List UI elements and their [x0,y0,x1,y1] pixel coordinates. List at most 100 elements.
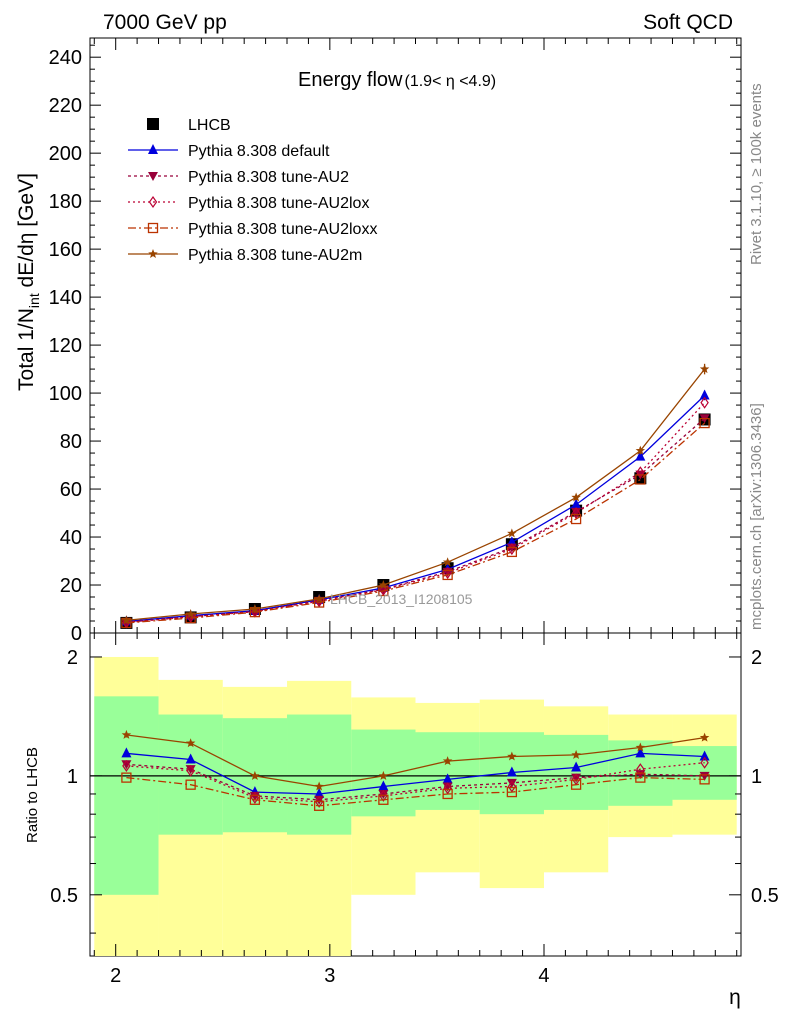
legend-label: LHCB [188,117,231,134]
data-point [700,396,709,409]
legend-entry: LHCB [147,117,231,134]
ratio-data-point [443,782,452,795]
data-point [571,506,581,520]
ratio-series-line [126,763,705,801]
ratio-series-pythia-8-308-tune-au2m [121,729,710,791]
mcplots-reference-label: mcplots.cern.ch [arXiv:1306.3436] [748,403,765,630]
legend-entry: Pythia 8.308 tune-AU2lox [128,195,369,212]
x-tick-label: 2 [110,965,121,987]
data-point [442,557,453,567]
series-pythia-8-308-tune-au2m [121,363,710,625]
series-line [126,368,706,621]
ratio-data-point [635,742,646,752]
ratio-data-point [314,781,324,791]
ratio-y-tick-label: 1 [67,766,78,788]
x-tick-label: 4 [538,965,549,987]
ratio-data-point [379,789,388,802]
data-point [699,389,710,400]
header-collision-label: 7000 GeV pp [103,11,227,34]
ratio-data-point [121,729,132,739]
data-point [186,610,195,623]
data-point [185,609,196,619]
legend: LHCB Pythia 8.308 default Pythia 8.308 tun… [128,117,377,264]
main-y-tick-label: 140 [49,287,82,309]
ratio-data-point [699,732,710,742]
ratio-data-point [699,750,710,761]
legend-entry: Pythia 8.308 default [128,143,330,160]
ratio-series-pythia-8-308-tune-au2loxx [121,772,710,811]
legend-label: Pythia 8.308 default [188,143,330,160]
ratio-data-point [186,764,195,777]
ratio-data-point [442,782,453,792]
ratio-data-point [700,756,709,769]
ratio-data-point [635,772,646,783]
ratio-series-line [126,776,705,807]
data-point [635,445,646,455]
legend-entry: Pythia 8.308 tune-AU2loxx [128,221,377,238]
analysis-watermark: LHCB_2013_I1208105 [330,591,473,607]
main-y-tick-label: 20 [60,575,82,597]
ratio-data-point [378,794,389,805]
main-title-range: (1.9< η <4.9) [405,73,497,90]
legend-marker [148,195,158,209]
ratio-data-point [250,770,260,780]
ratio-data-point [122,759,131,772]
main-y-tick-label: 0 [71,623,82,645]
ratio-data-point [636,763,645,776]
data-point [378,580,389,590]
main-y-tick-label: 200 [49,143,82,165]
main-y-tick-label: 100 [49,383,82,405]
x-tick-label: 3 [324,965,335,987]
ratio-data-point [185,779,196,790]
main-y-axis-label: Total 1/Nint dE/dη [GeV] [15,173,42,391]
legend-label: Pythia 8.308 tune-AU2m [188,247,362,264]
series-line [126,395,706,623]
ratio-data-point [378,789,389,799]
ratio-data-point [185,753,196,764]
main-title: Energy flow (1.9< η <4.9) [298,69,496,91]
main-y-tick-label: 80 [60,431,82,453]
ratio-data-point [571,773,582,783]
ratio-plot-panel: 0.5 0.5 1 1 2 2 2 3 4 [50,632,779,987]
main-plot-panel: 0 20 40 60 80 100 120 140 160 180 200 220 240 [49,37,742,645]
legend-marker [148,172,158,181]
ratio-y-tick-label-right: 1 [751,766,762,788]
data-point [699,417,710,429]
uncertainty-band-inner [415,732,480,810]
ratio-data-point [570,779,582,790]
data-point [506,546,518,558]
ratio-data-point [314,795,324,808]
header-category-label: Soft QCD [643,11,733,34]
uncertainty-band-inner [543,734,609,810]
data-point [571,498,582,509]
ratio-data-point [121,760,132,770]
data-point [442,569,453,581]
ratio-data-point [314,795,325,805]
main-y-tick-label: 240 [49,47,82,69]
data-point [121,615,132,625]
ratio-series-line [126,762,705,803]
ratio-data-point [378,780,389,791]
data-point [636,466,645,479]
data-point [570,513,582,525]
main-plot-frame [89,37,742,634]
data-point [699,364,710,374]
ratio-data-point [442,788,453,800]
ratio-data-point [314,787,325,798]
ratio-data-point [506,778,517,788]
ratio-data-point [571,749,581,759]
ratio-data-point [442,773,453,784]
rivet-version-label: Rivet 3.1.10, ≥ 100k events [748,83,765,265]
ratio-data-point [121,747,132,758]
ratio-data-point [249,791,260,801]
main-y-tick-label: 120 [49,335,82,357]
legend-marker [147,222,159,234]
legend-entry: Pythia 8.308 tune-AU2m [128,247,362,264]
ratio-data-point [250,791,260,804]
ratio-data-point [185,738,196,748]
legend-label: Pythia 8.308 tune-AU2loxx [188,221,377,238]
ratio-data-point [121,772,132,783]
legend-marker [148,249,158,259]
ratio-series-pythia-8-308-tune-au2 [121,760,710,805]
ratio-data-point [699,771,710,781]
